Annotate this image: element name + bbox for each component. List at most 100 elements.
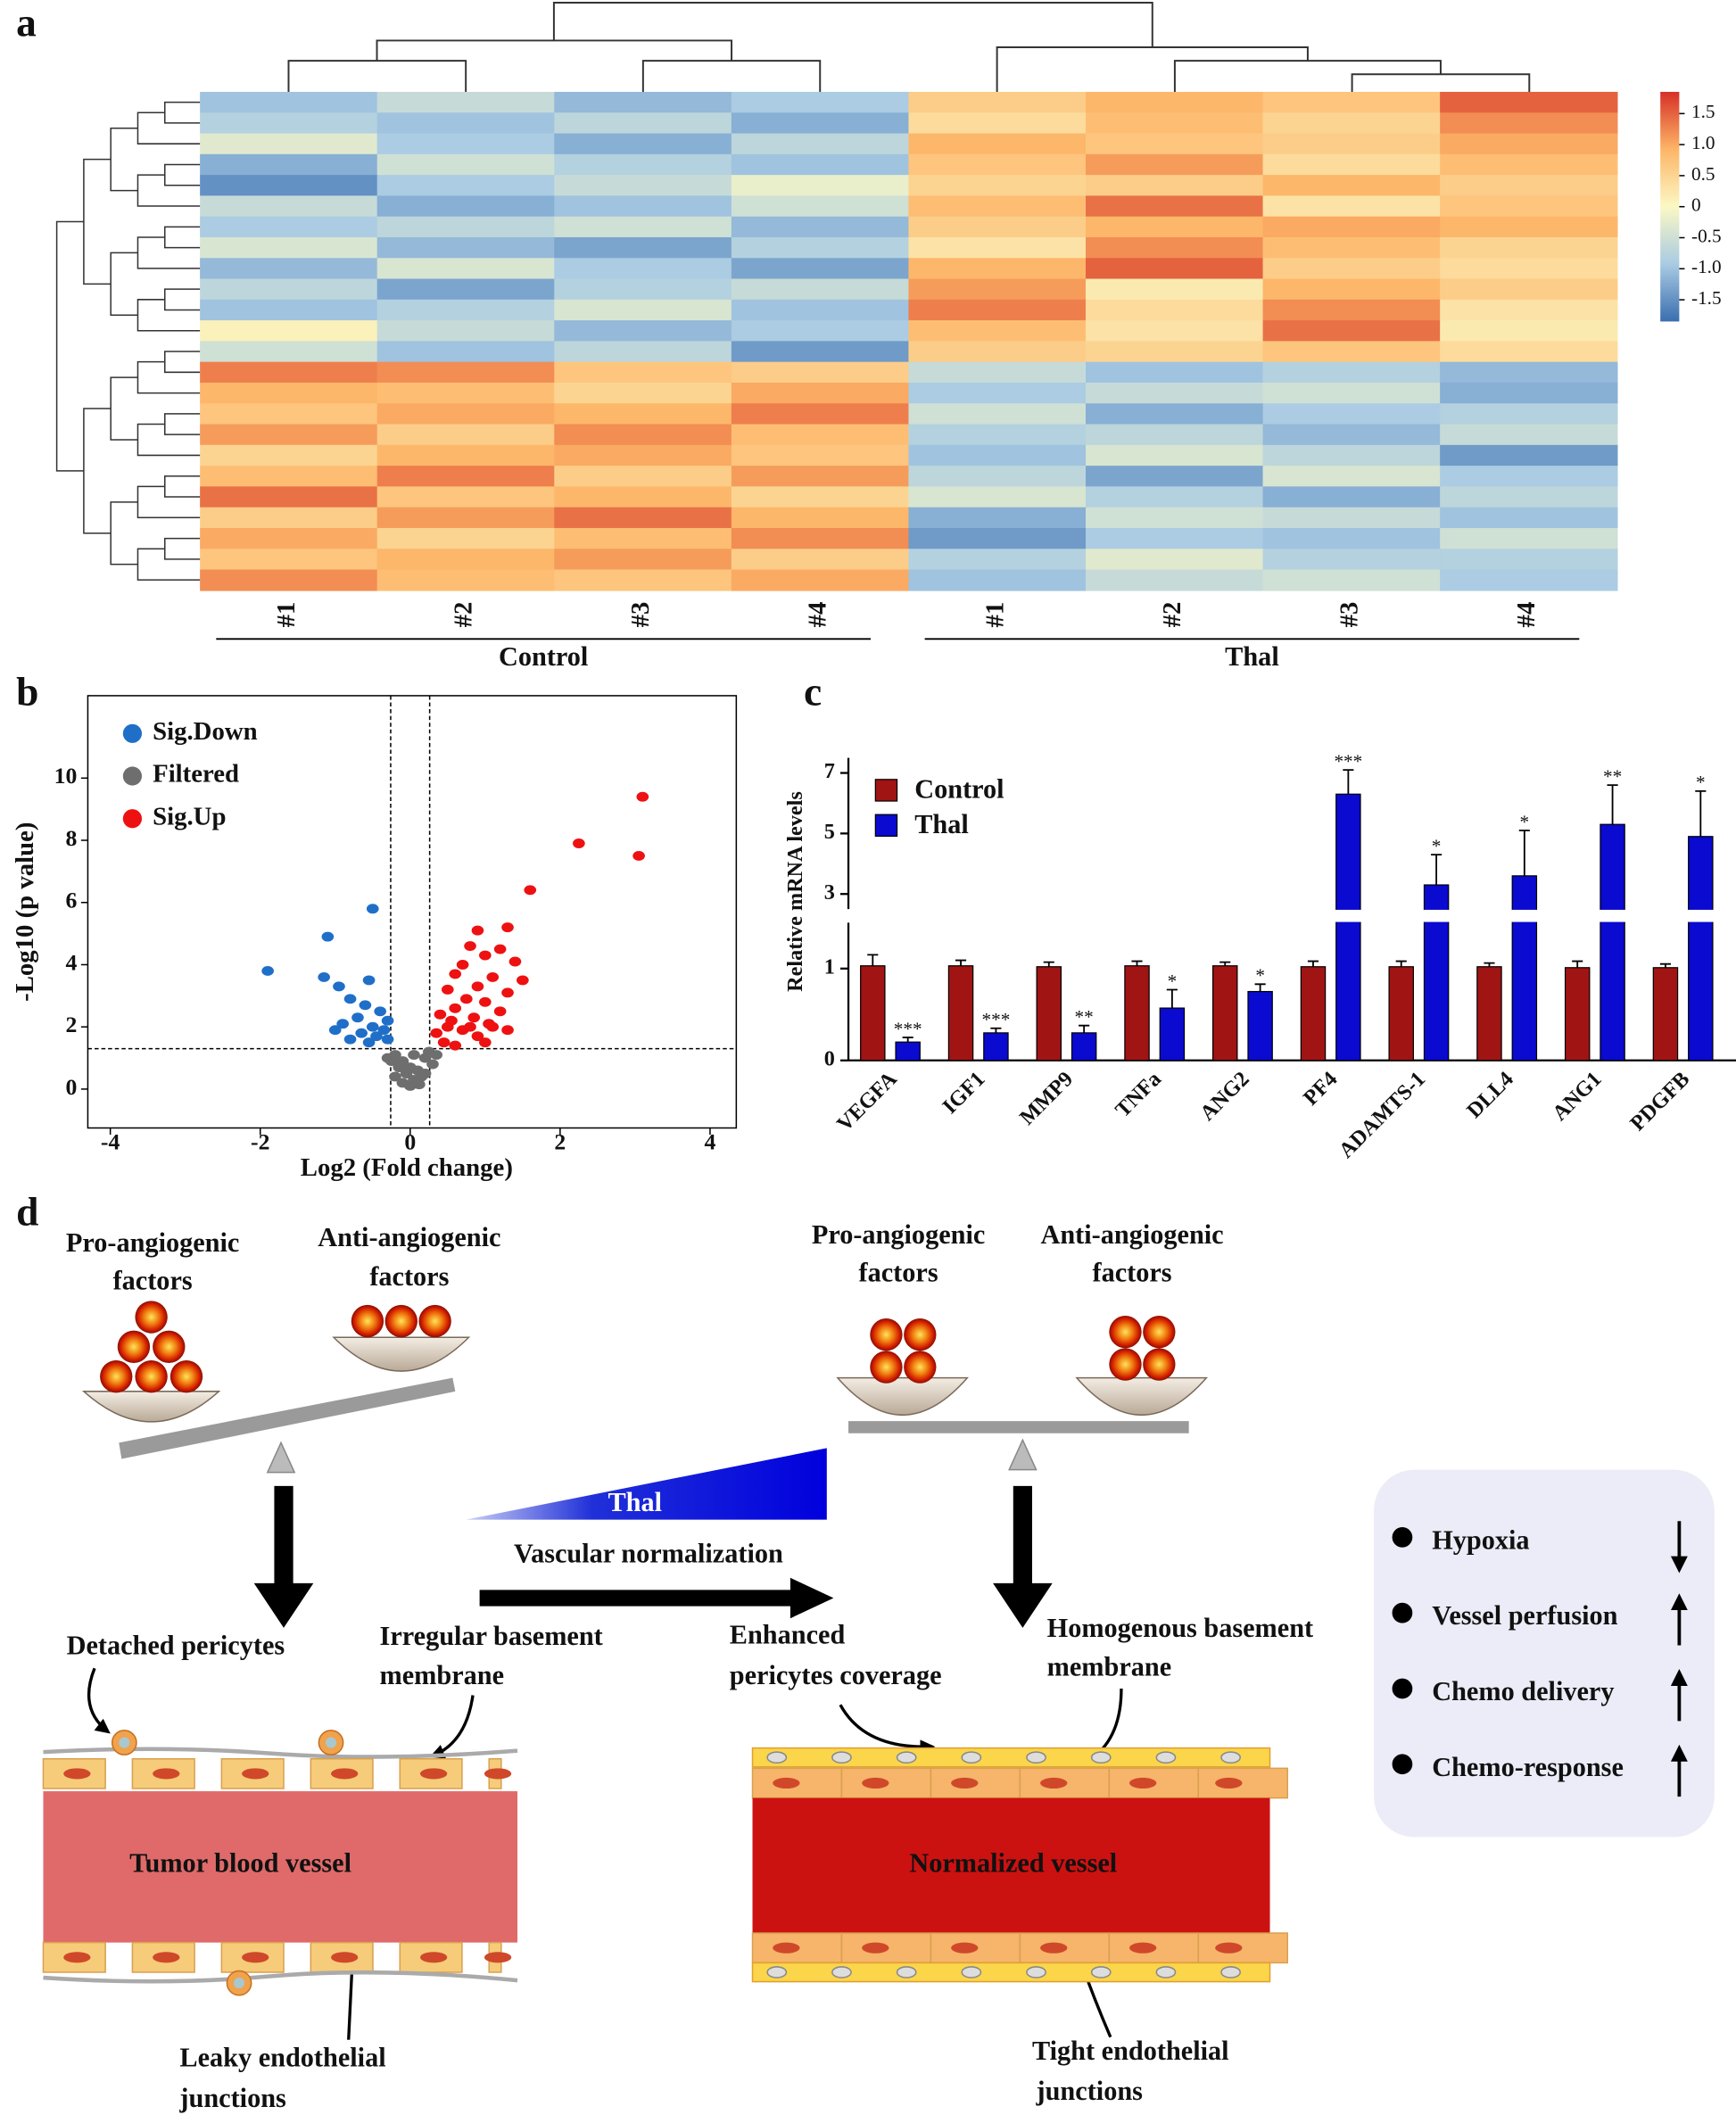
heatmap-cell <box>908 91 1087 114</box>
significance-label: * <box>1696 772 1706 793</box>
point <box>366 1021 379 1032</box>
column-label: #3 <box>626 602 655 628</box>
bar <box>1388 966 1414 1062</box>
heatmap-cell <box>731 236 910 260</box>
heatmap-cell <box>1086 424 1264 446</box>
pointer <box>839 1704 936 1755</box>
volcano-plot: -4 -2 0 2 4 0 2 4 6 8 10 Sig.Down Filtered Sig.Up Log2… <box>11 695 738 1182</box>
heatmap-cell <box>1262 153 1441 176</box>
endothelial-cell <box>1197 1767 1288 1799</box>
point <box>396 1078 409 1088</box>
heatmap-cell <box>1262 299 1441 321</box>
legend-label: Thal <box>914 809 969 839</box>
heatmap-cell <box>1262 216 1441 238</box>
pericyte-nucleus <box>325 1737 337 1748</box>
point <box>467 1012 481 1023</box>
point <box>370 1031 383 1042</box>
cell-nucleus <box>1040 1942 1068 1954</box>
point <box>359 1000 372 1011</box>
vessels <box>42 1730 1288 1996</box>
down-arrow <box>993 1485 1053 1628</box>
cell-nucleus <box>153 1952 180 1963</box>
heatmap-cell <box>1086 507 1264 529</box>
column-label: #4 <box>804 602 832 628</box>
dendrogram-branch <box>55 220 84 472</box>
heatmap-cell <box>908 466 1087 488</box>
y-tick-label: 10 <box>54 763 78 789</box>
dendrogram-branch <box>136 548 201 581</box>
factor-ball <box>384 1304 417 1338</box>
heatmap-cell <box>1440 444 1618 467</box>
fulcrum <box>266 1441 296 1474</box>
heatmap-cell <box>1262 112 1441 135</box>
factor-ball <box>1109 1348 1142 1381</box>
heatmap-cell <box>200 361 378 384</box>
heatmap-cell <box>200 112 378 135</box>
heatmap-cell <box>1440 236 1618 260</box>
heatmap-cell <box>731 444 910 467</box>
cell-nucleus <box>242 1768 269 1780</box>
label: membrane <box>1047 1652 1172 1682</box>
heatmap-cell <box>1262 258 1441 280</box>
point <box>508 956 522 967</box>
point <box>351 1012 364 1023</box>
label: Detached pericytes <box>67 1630 285 1660</box>
heatmap-cell <box>554 361 732 384</box>
axis-break <box>837 909 1736 922</box>
heatmap-cell <box>908 569 1087 591</box>
heatmap-cell <box>200 569 378 591</box>
cell-nucleus <box>63 1952 91 1963</box>
heatmap-cell <box>731 341 910 363</box>
endothelial-cell <box>1197 1932 1288 1964</box>
factor-ball <box>904 1318 937 1351</box>
point <box>426 1059 439 1070</box>
panel-label: a <box>16 1 37 45</box>
heatmap-cell <box>908 341 1087 363</box>
balance-left <box>81 1336 471 1474</box>
heatmap-cell <box>908 299 1087 321</box>
y-tick-label: 1 <box>824 954 835 979</box>
heatmap-cell <box>376 236 556 260</box>
point <box>336 1019 349 1029</box>
dendrogram-branch <box>552 2 1153 48</box>
x-tick-label: MMP9 <box>1015 1067 1078 1129</box>
factor-ball <box>1143 1316 1176 1349</box>
error-bar <box>867 954 879 966</box>
heatmap-cell <box>1086 486 1264 508</box>
heatmap-cell <box>731 486 910 508</box>
bar <box>1036 966 1062 1062</box>
error-bar <box>955 959 967 966</box>
heatmap-cell <box>731 320 910 343</box>
heatmap-cell <box>1440 258 1618 280</box>
column-label: #1 <box>272 602 301 628</box>
point <box>471 981 484 992</box>
point <box>493 944 507 954</box>
cell-nucleus <box>773 1777 800 1789</box>
heatmap-cell <box>1086 527 1264 549</box>
x-tick-label: PDGFB <box>1625 1067 1694 1136</box>
heatmap-cell <box>554 133 732 155</box>
cell-nucleus <box>951 1777 979 1789</box>
diagram-text: Pro-angiogenic factors Anti-angiogenic f… <box>66 1219 1224 1878</box>
label: factors <box>113 1266 193 1296</box>
label: Anti-angiogenic <box>318 1222 500 1252</box>
point <box>486 1021 500 1032</box>
factor-ball <box>870 1318 903 1351</box>
significance-label: *** <box>894 1018 922 1039</box>
column-dendrogram <box>287 2 1531 92</box>
heatmap-cell <box>554 444 732 467</box>
label: Pro-angiogenic <box>812 1219 985 1250</box>
error-bar <box>1518 830 1530 876</box>
heatmap-cell <box>200 153 378 176</box>
bullet <box>1392 1527 1413 1548</box>
point <box>464 941 476 952</box>
heatmap-cell <box>908 403 1087 425</box>
point <box>471 1031 484 1042</box>
heatmap-cell <box>200 403 378 425</box>
heatmap-cell <box>376 361 556 384</box>
heatmap-cell <box>1262 403 1441 425</box>
error-bar <box>902 1037 913 1043</box>
point <box>434 1009 447 1020</box>
point <box>366 904 379 914</box>
point <box>362 975 376 986</box>
